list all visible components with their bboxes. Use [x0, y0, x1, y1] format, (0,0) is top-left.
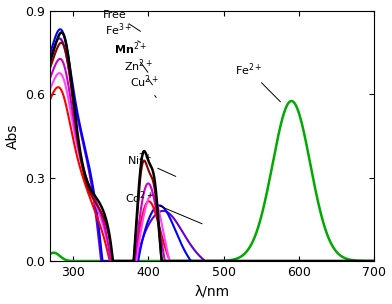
Text: Zn$^{2+}$: Zn$^{2+}$ — [124, 57, 153, 85]
Text: Mn$^{2+}$: Mn$^{2+}$ — [114, 40, 148, 72]
X-axis label: λ/nm: λ/nm — [195, 285, 230, 299]
Text: Fe$^{2+}$: Fe$^{2+}$ — [235, 61, 280, 102]
Text: Fe$^{3+}$: Fe$^{3+}$ — [105, 21, 140, 43]
Text: Ni$^{2+}$: Ni$^{2+}$ — [127, 152, 176, 176]
Text: Cu$^{2+}$: Cu$^{2+}$ — [130, 74, 159, 97]
Text: Free: Free — [103, 9, 140, 31]
Text: Co$^{2+}$: Co$^{2+}$ — [125, 189, 202, 224]
Y-axis label: Abs: Abs — [5, 123, 20, 149]
